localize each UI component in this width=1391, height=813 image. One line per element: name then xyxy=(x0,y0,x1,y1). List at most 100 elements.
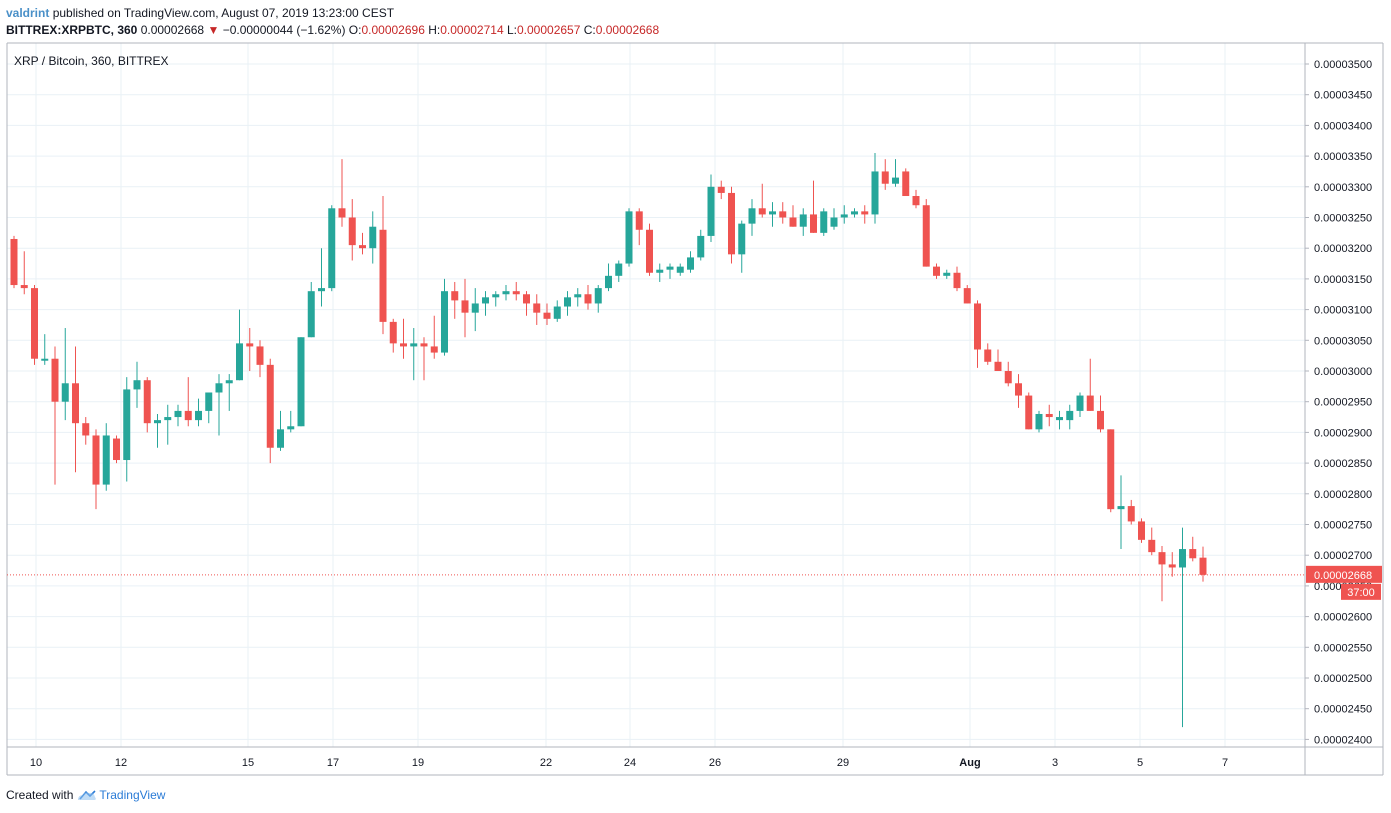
y-tick-label: 0.00002550 xyxy=(1314,642,1372,654)
y-tick-label: 0.00003100 xyxy=(1314,305,1372,317)
y-tick-label: 0.00003200 xyxy=(1314,243,1372,255)
candle-body xyxy=(369,226,377,249)
candle-body xyxy=(430,346,438,353)
y-tick-label: 0.00003500 xyxy=(1314,59,1372,71)
candle-body xyxy=(1066,410,1074,421)
x-tick-label: 10 xyxy=(30,757,42,769)
candle-body xyxy=(963,288,971,304)
candle-body xyxy=(277,429,284,448)
y-tick-label: 0.00002500 xyxy=(1314,673,1372,685)
author-link[interactable]: valdrint xyxy=(6,6,50,20)
candle-body xyxy=(1097,410,1104,430)
candle-body xyxy=(789,217,797,227)
candle-body xyxy=(246,343,254,347)
candle-body xyxy=(943,272,951,276)
candle-body xyxy=(102,435,110,485)
candle-body xyxy=(615,263,623,276)
candle-body xyxy=(225,380,233,384)
candle-body xyxy=(318,288,325,292)
candle-body xyxy=(594,288,602,304)
last-price: 0.00002668 xyxy=(140,23,205,37)
candle-body xyxy=(830,217,838,227)
x-tick-label: 24 xyxy=(624,757,636,769)
candle-body xyxy=(256,346,264,365)
candle-body xyxy=(72,383,79,424)
candle-body xyxy=(379,229,387,322)
candle-body xyxy=(482,297,489,304)
y-tick-label: 0.00002950 xyxy=(1314,397,1372,409)
candle-body xyxy=(646,229,653,273)
x-tick-label: 15 xyxy=(242,757,254,769)
high-label: H: xyxy=(428,23,441,37)
candle-body xyxy=(666,266,674,270)
candle-body xyxy=(1045,413,1053,418)
candle-body xyxy=(410,343,418,347)
candle-body xyxy=(1107,429,1115,510)
publish-info: valdrint published on TradingView.com, A… xyxy=(6,6,394,20)
candle-body xyxy=(748,208,756,224)
candle-body xyxy=(635,211,643,230)
candle-body xyxy=(707,186,715,236)
triangle-down-icon: ▼ xyxy=(207,23,220,37)
candle-body xyxy=(451,291,459,301)
candle-body xyxy=(1138,521,1145,540)
candle-body xyxy=(1086,395,1094,411)
created-with-text: Created with xyxy=(6,788,74,802)
candle-body xyxy=(881,171,889,184)
candle-body xyxy=(133,380,141,390)
y-tick-label: 0.00002700 xyxy=(1314,550,1372,562)
x-tick-label: 7 xyxy=(1222,757,1228,769)
candle-body xyxy=(912,196,920,206)
candle-body xyxy=(1158,552,1166,565)
candle-body xyxy=(1035,413,1043,430)
x-tick-label: 3 xyxy=(1052,757,1058,769)
open-label: O: xyxy=(348,23,362,37)
candle-body xyxy=(41,358,49,361)
last-price-tag xyxy=(1306,565,1382,583)
candle-body xyxy=(61,383,69,402)
symbol-info: BITTREX:XRPBTC, 360 0.00002668 ▼ −0.0000… xyxy=(6,23,659,37)
symbol-name: BITTREX:XRPBTC, 360 xyxy=(6,23,138,37)
tradingview-link[interactable]: TradingView xyxy=(99,788,166,802)
candle-body xyxy=(20,285,28,289)
candle-body xyxy=(1189,549,1197,559)
y-tick-label: 0.00002750 xyxy=(1314,520,1372,532)
candle-body xyxy=(810,214,817,233)
candle-body xyxy=(236,343,243,381)
candle-body xyxy=(758,208,766,215)
candle-body xyxy=(1117,506,1125,510)
x-tick-label: 17 xyxy=(327,757,339,769)
candle-body xyxy=(1199,557,1207,575)
x-tick-label: 29 xyxy=(837,757,849,769)
candle-body xyxy=(1168,564,1176,568)
candle-body xyxy=(974,303,981,350)
y-tick-label: 0.00003450 xyxy=(1314,90,1372,102)
candle-body xyxy=(779,211,787,218)
candle-body xyxy=(441,291,448,353)
candle-body xyxy=(994,361,1002,371)
candle-body xyxy=(687,257,694,270)
candle-body xyxy=(922,205,930,267)
candle-body xyxy=(564,297,571,307)
x-tick-label: 22 xyxy=(540,757,552,769)
candle-body xyxy=(31,288,38,359)
candle-body xyxy=(92,435,100,485)
price-change: −0.00000044 (−1.62%) xyxy=(222,23,346,37)
candle-body xyxy=(574,294,582,298)
candle-body xyxy=(297,337,305,427)
candle-body xyxy=(1179,549,1186,568)
candle-body xyxy=(348,217,356,246)
candle-body xyxy=(82,423,90,436)
candle-body xyxy=(512,291,520,295)
high-value: 0.00002714 xyxy=(440,23,504,37)
candle-body xyxy=(10,238,18,286)
candle-body xyxy=(400,343,407,347)
candle-body xyxy=(1148,539,1156,553)
tradingview-cloud-icon[interactable] xyxy=(77,789,97,801)
x-tick-label: 19 xyxy=(412,757,424,769)
candle-body xyxy=(1004,371,1012,384)
candle-body xyxy=(625,211,633,264)
candle-body xyxy=(861,211,869,215)
y-tick-label: 0.00002450 xyxy=(1314,704,1372,716)
